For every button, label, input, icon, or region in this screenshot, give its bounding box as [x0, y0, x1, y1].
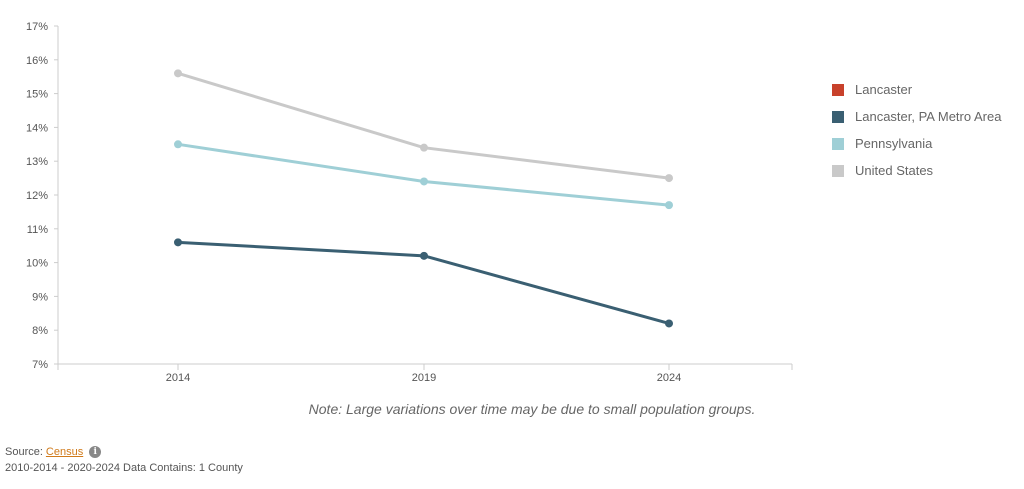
note-text: Note: Large variations over time may be … [308, 401, 756, 417]
source-label: Source: [5, 446, 43, 458]
info-icon[interactable]: i [89, 446, 102, 458]
data-point-united-states [420, 143, 428, 152]
x-tick-label: 2024 [657, 372, 681, 384]
y-tick-label: 16% [26, 55, 48, 67]
legend-label: Lancaster [855, 82, 913, 97]
y-tick-label: 9% [32, 291, 48, 303]
y-tick-label: 17% [26, 21, 48, 33]
legend-swatch [832, 83, 844, 96]
legend-label: United States [855, 163, 934, 178]
source-link-census[interactable]: Census [45, 446, 84, 458]
chart-note: Note: Large variations over time may be … [0, 401, 1024, 417]
legend-label: Lancaster, PA Metro Area [855, 109, 1002, 124]
x-tick-label: 2014 [166, 372, 190, 384]
y-tick-label: 12% [26, 190, 48, 202]
y-tick-label: 15% [26, 89, 48, 101]
data-point-united-states [665, 174, 673, 183]
chart-legend: Lancaster Lancaster, PA Metro Area Pennsyl… [832, 76, 1001, 184]
legend-swatch [832, 137, 844, 150]
line-chart: 7% 8% 9% 10% 11% 12% 13% 14% 15% 16% 17% 2014 2019 20… [26, 21, 793, 384]
y-tick-label: 8% [32, 325, 48, 337]
legend-label: Pennsylvania [855, 136, 933, 151]
data-point-united-states [174, 69, 182, 78]
y-tick-label: 11% [27, 224, 48, 236]
legend-item-united-states[interactable]: United States [832, 157, 1001, 184]
data-point-lancaster-pa-metro-area [174, 238, 182, 247]
source-line: Source: Census i [5, 446, 102, 458]
y-tick-label: 7% [32, 359, 48, 371]
data-point-lancaster-pa-metro-area [665, 319, 673, 328]
data-point-pennsylvania [420, 177, 428, 186]
y-tick-label: 13% [26, 156, 48, 168]
data-point-pennsylvania [174, 140, 182, 149]
y-tick-label: 10% [26, 258, 48, 270]
legend-swatch [832, 110, 844, 123]
data-point-lancaster-pa-metro-area [420, 251, 428, 260]
legend-item-lancaster[interactable]: Lancaster [832, 76, 1001, 103]
y-tick-label: 14% [26, 122, 48, 134]
legend-item-pennsylvania[interactable]: Pennsylvania [832, 130, 1001, 157]
series-line-pennsylvania [176, 142, 671, 207]
data-contains-text: 2010-2014 - 2020-2024 Data Contains: 1 C… [5, 462, 243, 474]
data-point-pennsylvania [665, 201, 673, 210]
legend-swatch [832, 164, 844, 177]
x-tick-label: 2019 [412, 372, 436, 384]
legend-item-lancaster-pa-metro-area[interactable]: Lancaster, PA Metro Area [832, 103, 1001, 130]
series-line-united-states [176, 71, 671, 180]
